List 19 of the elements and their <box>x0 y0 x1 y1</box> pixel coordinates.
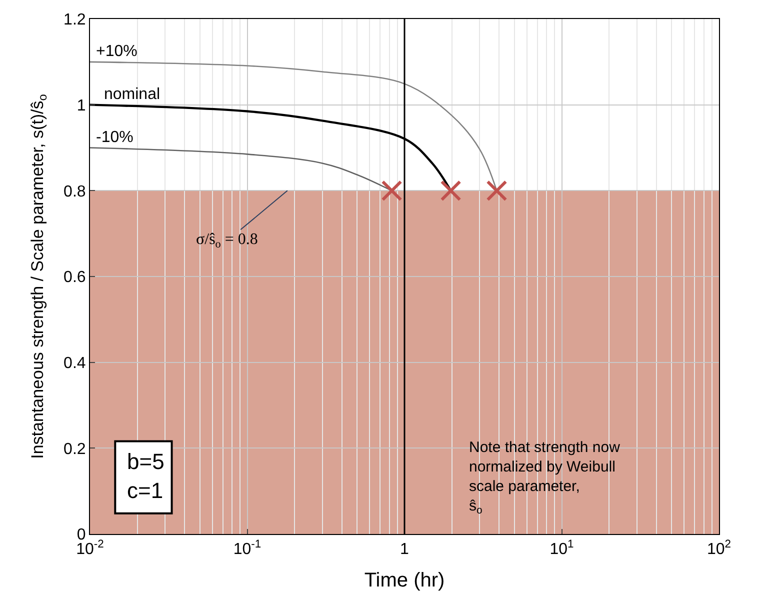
annotation: c=1 <box>127 478 164 503</box>
series-label: -10% <box>96 129 134 146</box>
y-tick-label: 0.6 <box>64 269 86 286</box>
y-tick-label: 0.2 <box>64 440 86 458</box>
y-tick-label: 1 <box>76 97 86 114</box>
x-tick-label: 1 <box>400 541 410 558</box>
x-axis-title: Time (hr) <box>364 570 445 592</box>
series-label: nominal <box>104 86 160 103</box>
x-tick-label: 10$^{-1}$ <box>233 538 262 558</box>
annotation: Note that strength now normalized by Weibull scale parameter, ŝ$_{o}$ <box>469 439 620 517</box>
y-tick-label: 0.8 <box>64 183 86 200</box>
y-tick-label: 0 <box>76 526 86 544</box>
x-tick-label: 10$^{2}$ <box>706 538 732 558</box>
band-label: σ/ŝ$_{o}$ = 0.8 <box>196 231 258 250</box>
y-tick-label: 1.2 <box>64 12 86 29</box>
series-label: +10% <box>96 43 138 60</box>
annotation: b=5 <box>127 449 164 474</box>
x-tick-label: 10$^{1}$ <box>550 538 574 558</box>
y-tick-label: 0.4 <box>64 354 86 372</box>
